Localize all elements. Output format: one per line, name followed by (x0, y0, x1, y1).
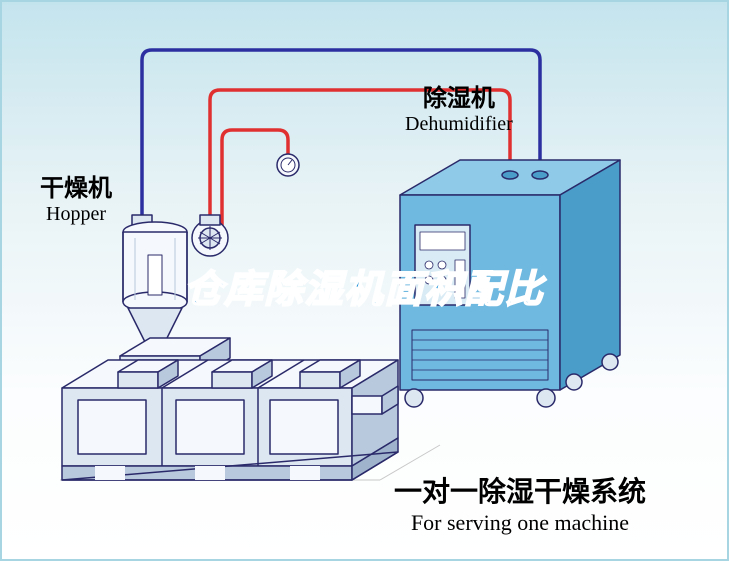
tube-red-inner (222, 130, 288, 232)
system-title-cn: 一对一除湿干燥系统 (340, 470, 700, 510)
extruder-base (62, 338, 398, 480)
system-title: 一对一除湿干燥系统 For serving one machine (340, 470, 700, 536)
hopper-label-cn: 干燥机 (40, 168, 112, 203)
hopper-label: 干燥机 Hopper (40, 168, 112, 226)
dehumidifier-label-cn: 除湿机 (405, 78, 513, 113)
hopper-label-en: Hopper (40, 203, 112, 226)
dehumidifier-label: 除湿机 Dehumidifier (405, 78, 513, 136)
gauge (277, 154, 299, 176)
overlay-title: 仓库除湿机面积配比 (184, 258, 544, 313)
system-title-en: For serving one machine (340, 510, 700, 536)
dehumidifier-label-en: Dehumidifier (405, 113, 513, 136)
